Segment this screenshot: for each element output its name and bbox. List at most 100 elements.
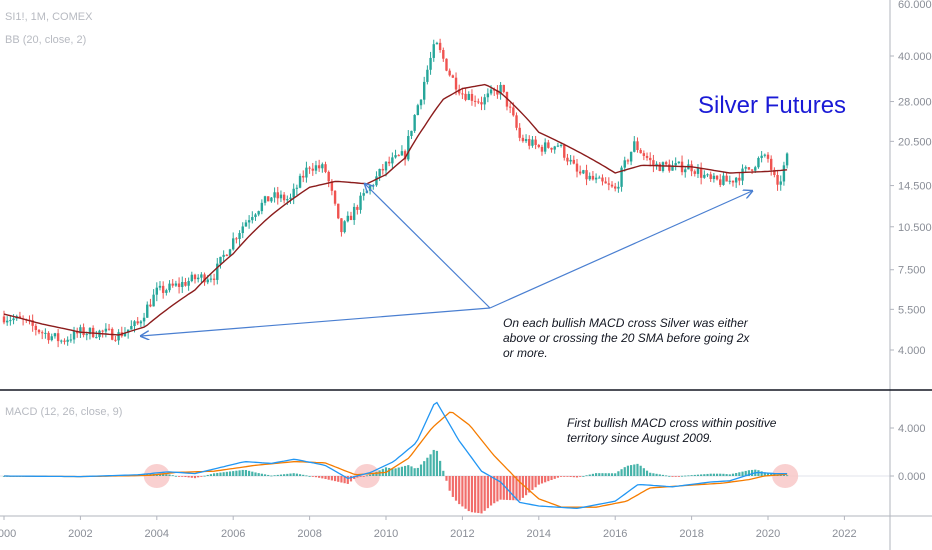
candle (50, 333, 53, 342)
macd-histogram-bar (731, 473, 735, 476)
candle-body (486, 93, 490, 98)
annotation-arrow (365, 184, 491, 309)
candle-body (508, 106, 512, 108)
macd-line (4, 401, 788, 510)
time-tick-label: 2022 (832, 528, 856, 540)
candle (209, 274, 213, 283)
candle-body (553, 146, 556, 150)
macd-histogram-bar (626, 465, 630, 476)
candle (738, 172, 741, 186)
candle-body (53, 333, 57, 337)
macd-histogram-bar (184, 476, 187, 478)
candle-body (174, 283, 178, 286)
candle (171, 279, 174, 288)
macd-histogram-bar (665, 475, 668, 477)
candle (470, 89, 474, 106)
candle (346, 211, 349, 223)
macd-histogram-bar (228, 471, 232, 476)
price-tick-label: 4.000 (898, 345, 926, 357)
candle-body (130, 326, 133, 330)
macd-histogram-bar (493, 476, 496, 504)
candle-body (69, 339, 73, 341)
candle-body (206, 279, 209, 283)
candle-body (85, 334, 88, 336)
macd-histogram-bar (181, 476, 184, 477)
candle-body (314, 165, 318, 171)
macd-histogram-bar (537, 476, 540, 485)
macd-histogram-bar (649, 472, 652, 476)
candle (483, 94, 486, 111)
candle (216, 257, 219, 285)
macd-histogram-bar (709, 473, 712, 476)
candle (126, 329, 130, 339)
candle (464, 87, 467, 102)
candle (63, 338, 66, 345)
candle (232, 232, 235, 251)
candle-body (423, 81, 426, 100)
macd-histogram-bar (216, 472, 219, 476)
candle (684, 166, 687, 178)
candle (588, 172, 591, 181)
candle-body (489, 89, 493, 94)
candle (461, 87, 464, 100)
candle-body (496, 90, 499, 95)
candle (254, 213, 257, 221)
macd-histogram-bar (423, 461, 426, 476)
annotation-line: territory since August 2009. (567, 431, 713, 445)
macd-histogram-bar (429, 454, 432, 476)
macd-histogram-bar (295, 473, 298, 476)
candle (337, 203, 340, 220)
candle-body (769, 158, 773, 170)
macd-histogram-bar (601, 473, 604, 476)
candle-body (623, 160, 626, 168)
candle (321, 162, 324, 173)
macd-histogram-bar (330, 476, 333, 481)
candle-body (212, 278, 216, 280)
macd-histogram-bar (502, 476, 505, 500)
candle (623, 156, 626, 172)
candle (709, 171, 712, 182)
annotation-arrow (141, 307, 491, 336)
candle (508, 102, 512, 114)
candle (594, 173, 598, 184)
candle-body (302, 175, 305, 178)
candle-body (537, 144, 540, 147)
macd-histogram-bar (547, 476, 550, 482)
candle (270, 197, 273, 203)
macd-tick-label: 4.000 (898, 423, 926, 435)
candle (617, 181, 620, 193)
time-tick-label: 2008 (297, 528, 321, 540)
candle (158, 281, 162, 291)
macd-histogram-bar (397, 467, 400, 476)
candle (566, 153, 569, 166)
candle (712, 172, 716, 183)
macd-histogram-bar (308, 476, 311, 477)
macd-histogram-bar (318, 476, 321, 478)
candle (168, 280, 171, 293)
macd-histogram-bar (375, 471, 378, 476)
candle (715, 175, 719, 181)
candle (276, 186, 279, 205)
candle-body (477, 101, 480, 103)
macd-histogram-bar (684, 475, 687, 477)
candle-body (588, 175, 591, 180)
macd-histogram-bar (222, 472, 225, 476)
macd-histogram-bar (483, 476, 486, 511)
candle (47, 331, 50, 344)
macd-histogram-bar (540, 476, 544, 484)
price-pane (2, 38, 789, 348)
candle-body (531, 139, 534, 146)
candle (212, 273, 216, 286)
macd-histogram-bar (177, 476, 181, 477)
candle-body (263, 196, 267, 203)
candle-body (222, 254, 225, 257)
macd-histogram-bar (461, 476, 464, 507)
macd-histogram-bar (671, 476, 674, 477)
candle (518, 123, 521, 142)
macd-histogram-bar (486, 476, 489, 509)
candle-body (413, 115, 416, 131)
candle (174, 280, 178, 287)
macd-histogram-bar (439, 460, 442, 476)
candle-body (614, 186, 617, 189)
candle (601, 174, 604, 186)
